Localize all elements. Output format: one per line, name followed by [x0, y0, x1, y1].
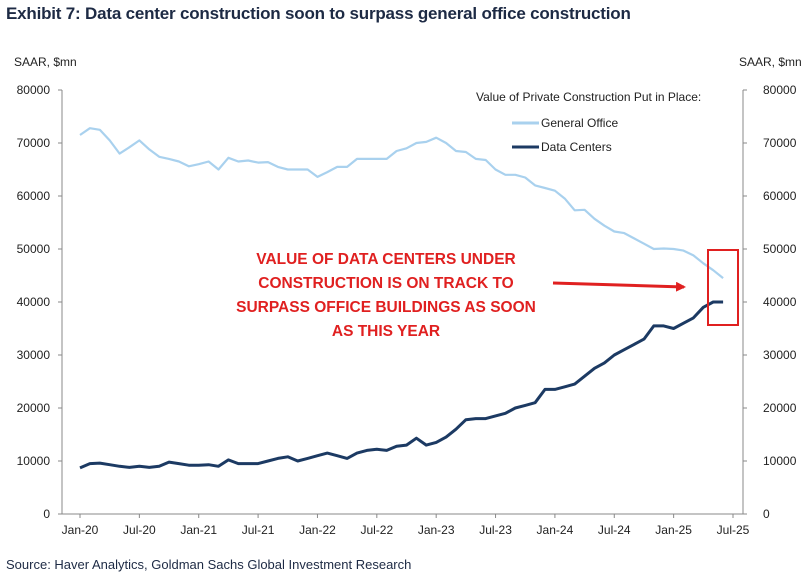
y-tick-label-right: 70000 [763, 136, 797, 150]
y-tick-label-right: 50000 [763, 242, 797, 256]
y-tick-label-right: 40000 [763, 295, 797, 309]
y-tick-label-right: 60000 [763, 189, 797, 203]
right-axis-unit-label: SAAR, $mn [739, 55, 802, 69]
legend: Value of Private Construction Put in Pla… [476, 90, 701, 154]
series-line-data-centers [79, 300, 724, 470]
y-tick-label-left: 40000 [17, 295, 51, 309]
x-tick-label: Jul-21 [242, 523, 275, 537]
x-tick-label: Jul-24 [598, 523, 631, 537]
legend-label-general-office: General Office [541, 116, 618, 130]
y-tick-label-right: 30000 [763, 348, 797, 362]
y-tick-label-right: 10000 [763, 454, 797, 468]
source-note: Source: Haver Analytics, Goldman Sachs G… [6, 557, 412, 572]
y-tick-label-left: 70000 [17, 136, 51, 150]
y-tick-label-left: 50000 [17, 242, 51, 256]
x-tick-label: Jan-22 [299, 523, 336, 537]
y-tick-label-right: 20000 [763, 401, 797, 415]
legend-title: Value of Private Construction Put in Pla… [476, 90, 701, 104]
highlight-box [707, 249, 739, 326]
x-tick-label: Jan-21 [180, 523, 217, 537]
x-tick-label: Jan-25 [655, 523, 692, 537]
left-axis-unit-label: SAAR, $mn [14, 55, 77, 69]
x-tick-label: Jul-25 [717, 523, 750, 537]
y-tick-label-left: 0 [43, 507, 50, 521]
y-tick-label-left: 30000 [17, 348, 51, 362]
x-tick-label: Jul-23 [479, 523, 512, 537]
legend-label-data-centers: Data Centers [541, 140, 612, 154]
x-tick-label: Jul-20 [123, 523, 156, 537]
y-tick-label-right: 80000 [763, 83, 797, 97]
x-tick-label: Jan-20 [62, 523, 99, 537]
x-tick-label: Jul-22 [360, 523, 393, 537]
x-tick-label: Jan-23 [418, 523, 455, 537]
y-tick-label-right: 0 [763, 507, 770, 521]
series-line-general-office [79, 127, 724, 279]
annotation-arrow [552, 281, 686, 292]
y-tick-label-left: 80000 [17, 83, 51, 97]
y-tick-label-left: 60000 [17, 189, 51, 203]
annotation-text: VALUE OF DATA CENTERS UNDER CONSTRUCTION… [236, 251, 536, 340]
chart-title: Exhibit 7: Data center construction soon… [6, 4, 631, 23]
y-tick-label-left: 10000 [17, 454, 51, 468]
y-tick-label-left: 20000 [17, 401, 51, 415]
x-tick-label: Jan-24 [537, 523, 574, 537]
